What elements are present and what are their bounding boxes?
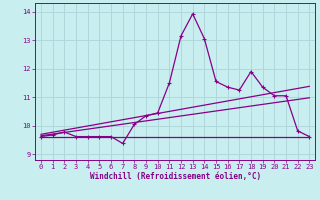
X-axis label: Windchill (Refroidissement éolien,°C): Windchill (Refroidissement éolien,°C) — [90, 172, 261, 181]
